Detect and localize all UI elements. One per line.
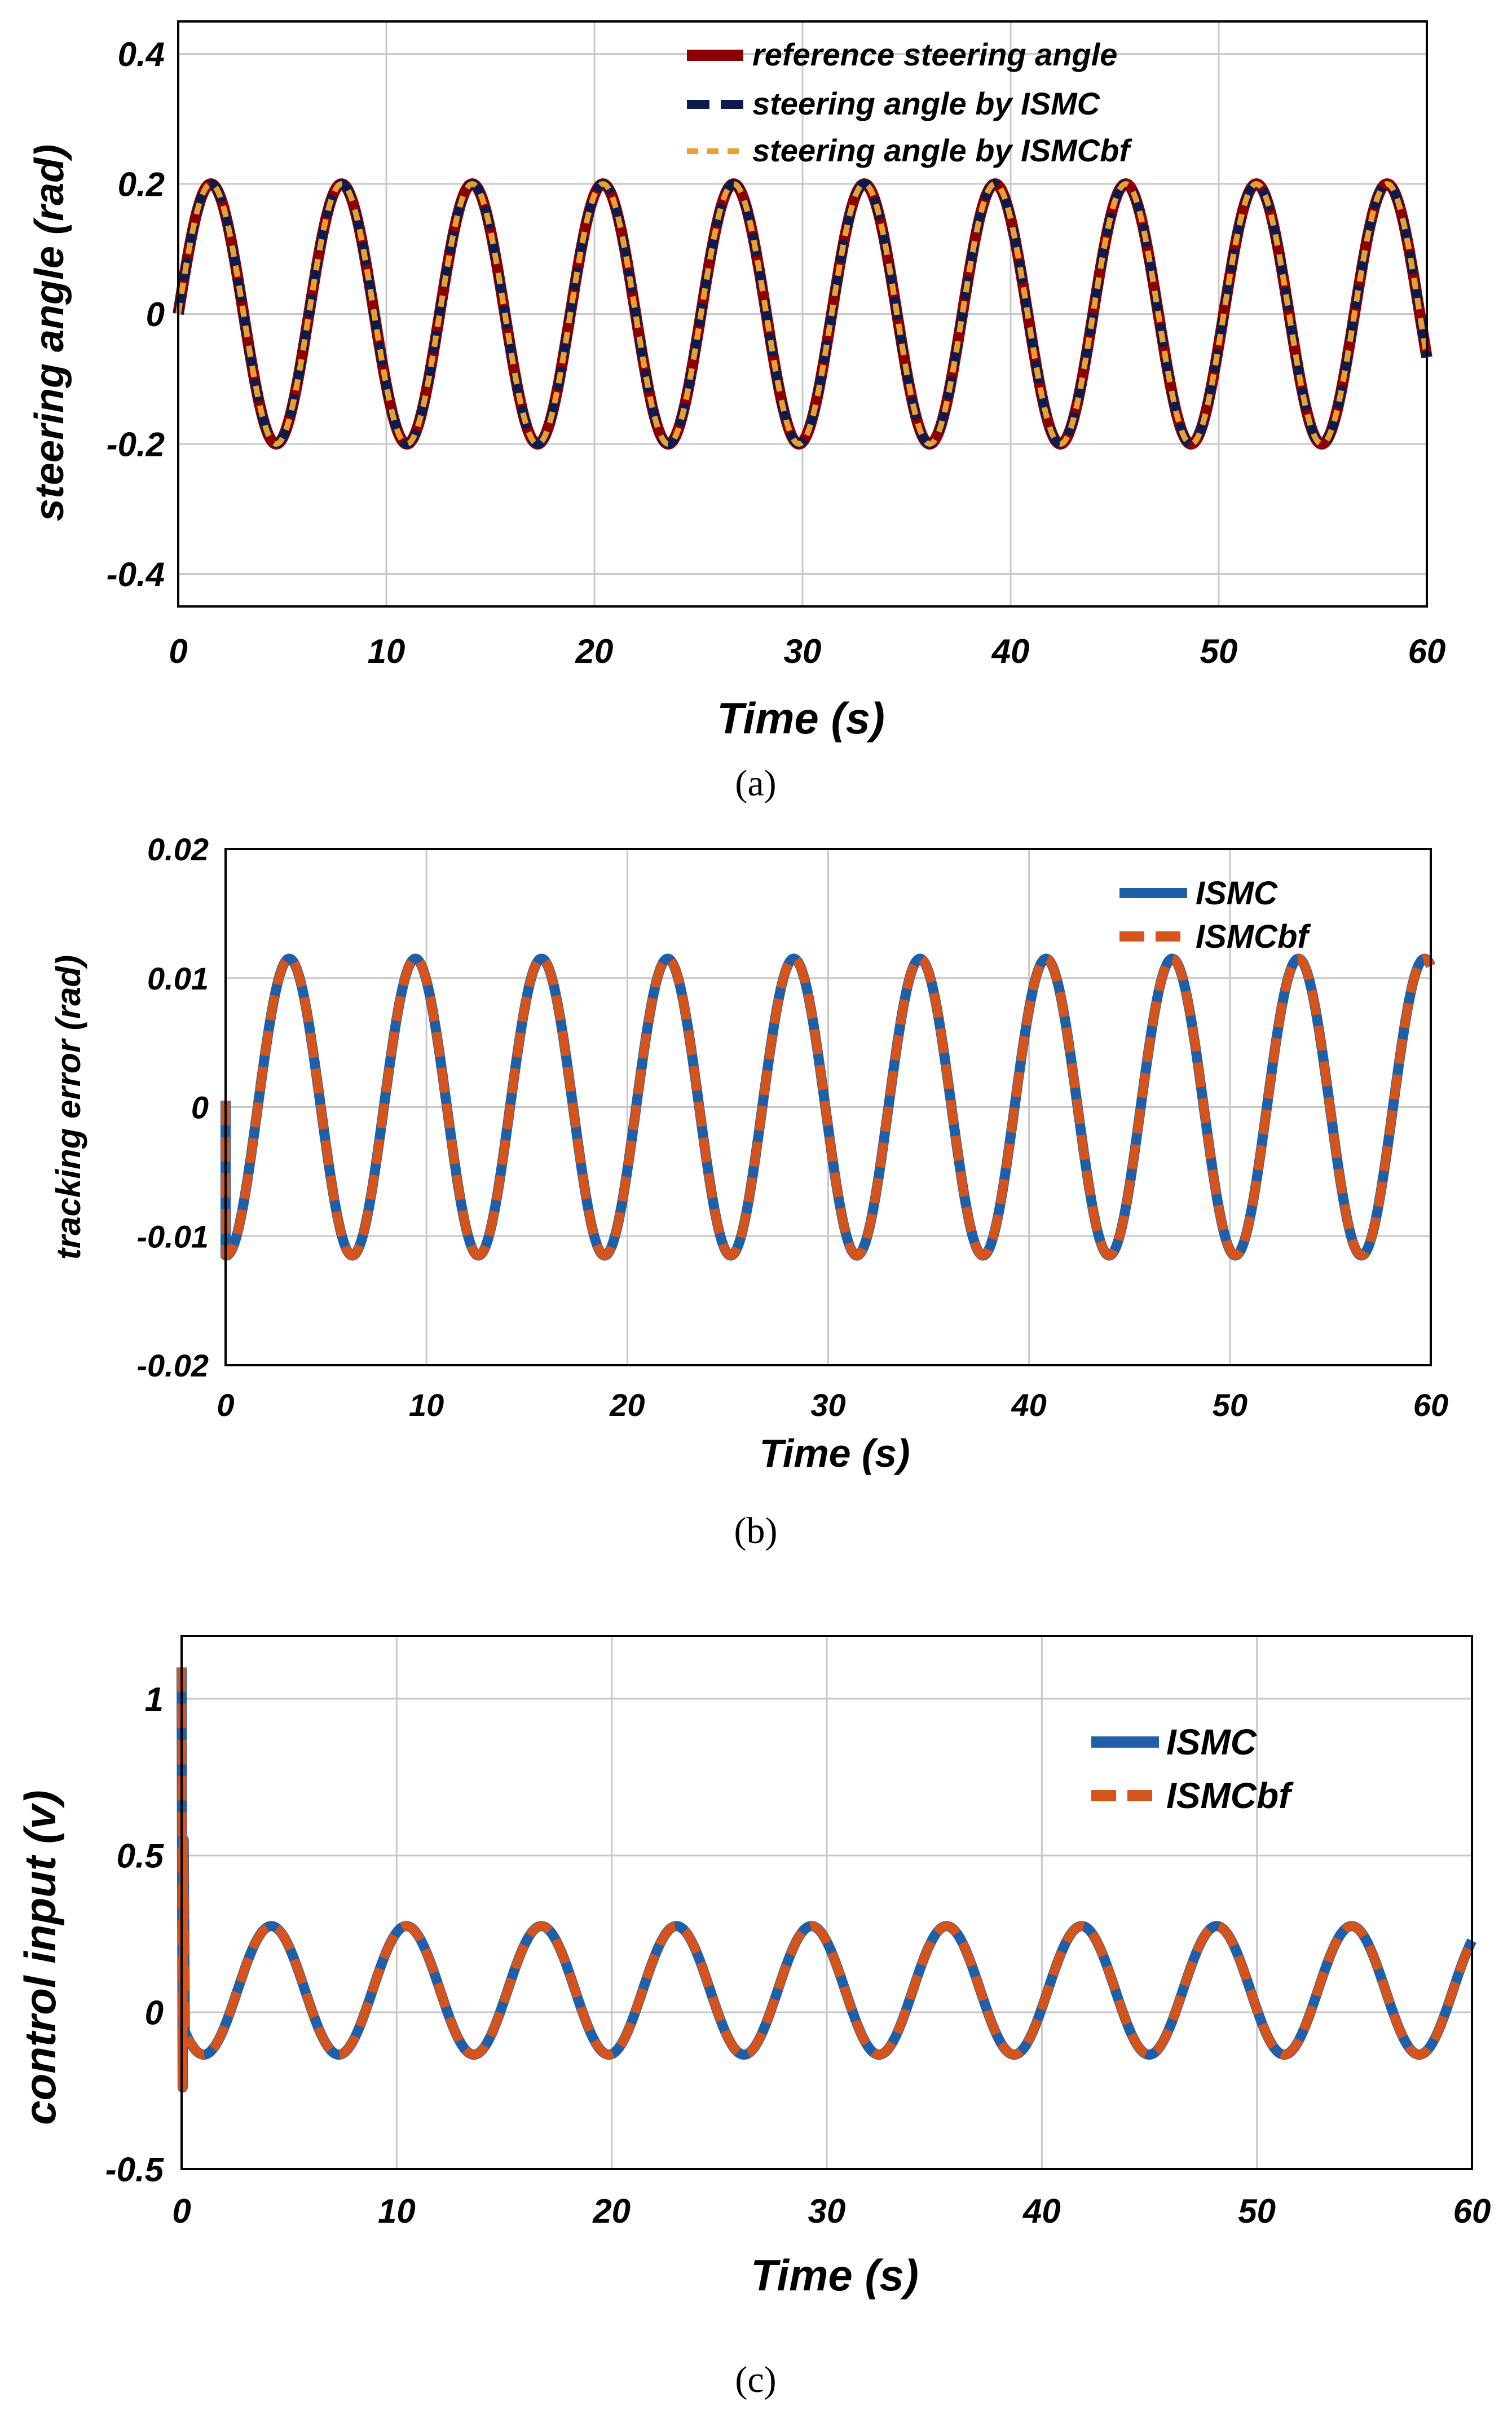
x-tick-label: 30 (810, 1387, 845, 1423)
panel-b-chart: 0 10 20 30 40 50 60 0.02 0.01 0 -0.01 -0.02 ISMC IS… (50, 832, 1448, 1551)
legend-a-ismc-label: steering angle by ISMC (752, 86, 1101, 121)
y-tick-label: 0.4 (118, 36, 165, 73)
x-tick-label: 60 (1408, 632, 1446, 670)
legend-c-ismcbf-label: ISMCbf (1166, 1775, 1294, 1816)
x-tick-label: 10 (368, 632, 405, 670)
x-tick-label: 20 (609, 1387, 645, 1423)
panel-b-xlabel: Time (s) (759, 1431, 910, 1475)
legend-c-ismc-label: ISMC (1166, 1722, 1257, 1762)
x-tick-label: 50 (1200, 632, 1238, 670)
panel-b-legend: ISMC ISMCbf (1119, 875, 1311, 955)
x-tick-label: 50 (1238, 2192, 1276, 2230)
series-line-ismcbf (221, 954, 1435, 1260)
legend-a-ismcbf-label: steering angle by ISMCbf (752, 133, 1132, 168)
plot-frame-a (177, 20, 1428, 608)
x-tick-label: 40 (991, 632, 1030, 670)
x-tick-label: 10 (378, 2192, 416, 2230)
series-line-steering-angle-by-ismcbf (175, 181, 1430, 447)
y-tick-label: 0.5 (117, 1837, 165, 1875)
panel-c-xlabel: Time (s) (751, 2250, 919, 2300)
legend-a-ref-label: reference steering angle (752, 37, 1117, 72)
x-tick-label: 40 (1022, 2192, 1061, 2230)
panel-a-xlabel: Time (s) (717, 693, 885, 743)
x-tick-label: 0 (172, 2192, 191, 2230)
panel-c-legend: ISMC ISMCbf (1091, 1722, 1294, 1816)
x-tick-label: 0 (217, 1387, 234, 1423)
x-tick-label: 60 (1453, 2192, 1491, 2230)
x-tick-label: 30 (784, 632, 822, 670)
series-line-steering-angle-by-ismc (174, 179, 1431, 448)
y-tick-label: 0.02 (147, 832, 209, 867)
x-tick-label: 0 (169, 632, 187, 670)
panel-a-plot-area: 0 10 20 30 40 50 60 0.4 0.2 0 -0.2 -0.4 (107, 20, 1446, 670)
panel-c-ylabel: control input (v) (15, 1790, 65, 2125)
y-tick-label: 0.01 (147, 961, 209, 996)
panel-b-caption: (b) (734, 1510, 778, 1551)
panel-a-ylabel: steering angle (rad) (27, 144, 72, 521)
y-tick-label: -0.5 (105, 2151, 165, 2189)
y-tick-label: -0.4 (107, 556, 165, 593)
panel-a-caption: (a) (735, 763, 776, 804)
y-tick-label: -0.01 (136, 1219, 209, 1254)
y-tick-label: 0.2 (118, 166, 165, 204)
plot-frame-b (224, 848, 1432, 1366)
y-tick-label: -0.02 (136, 1348, 209, 1383)
panel-b-ylabel: tracking error (rad) (50, 955, 87, 1260)
x-tick-label: 50 (1213, 1387, 1247, 1423)
panel-a-chart: 0 10 20 30 40 50 60 0.4 0.2 0 -0.2 -0.4 reference s… (27, 20, 1446, 804)
series-line-ismcbf (177, 1667, 1476, 2092)
x-tick-label: 30 (808, 2192, 846, 2230)
legend-b-ismc-label: ISMC (1196, 875, 1278, 912)
x-tick-label: 20 (575, 632, 614, 670)
y-tick-label: 0 (191, 1090, 209, 1125)
panel-c-caption: (c) (735, 2359, 776, 2400)
x-tick-label: 40 (1011, 1387, 1047, 1423)
x-tick-label: 20 (592, 2192, 631, 2230)
y-tick-label: 0 (146, 296, 165, 333)
plot-frame-c (180, 1635, 1473, 2170)
x-tick-label: 60 (1413, 1387, 1448, 1423)
panel-b-plot-area: 0 10 20 30 40 50 60 0.02 0.01 0 -0.01 -0.02 (136, 832, 1448, 1423)
y-tick-label: 1 (145, 1681, 164, 1718)
y-tick-label: -0.2 (107, 426, 165, 464)
legend-b-ismcbf-label: ISMCbf (1196, 918, 1311, 955)
panel-a-legend: reference steering angle steering angle … (687, 37, 1132, 168)
x-tick-label: 10 (409, 1387, 444, 1423)
y-tick-label: 0 (145, 1994, 164, 2032)
